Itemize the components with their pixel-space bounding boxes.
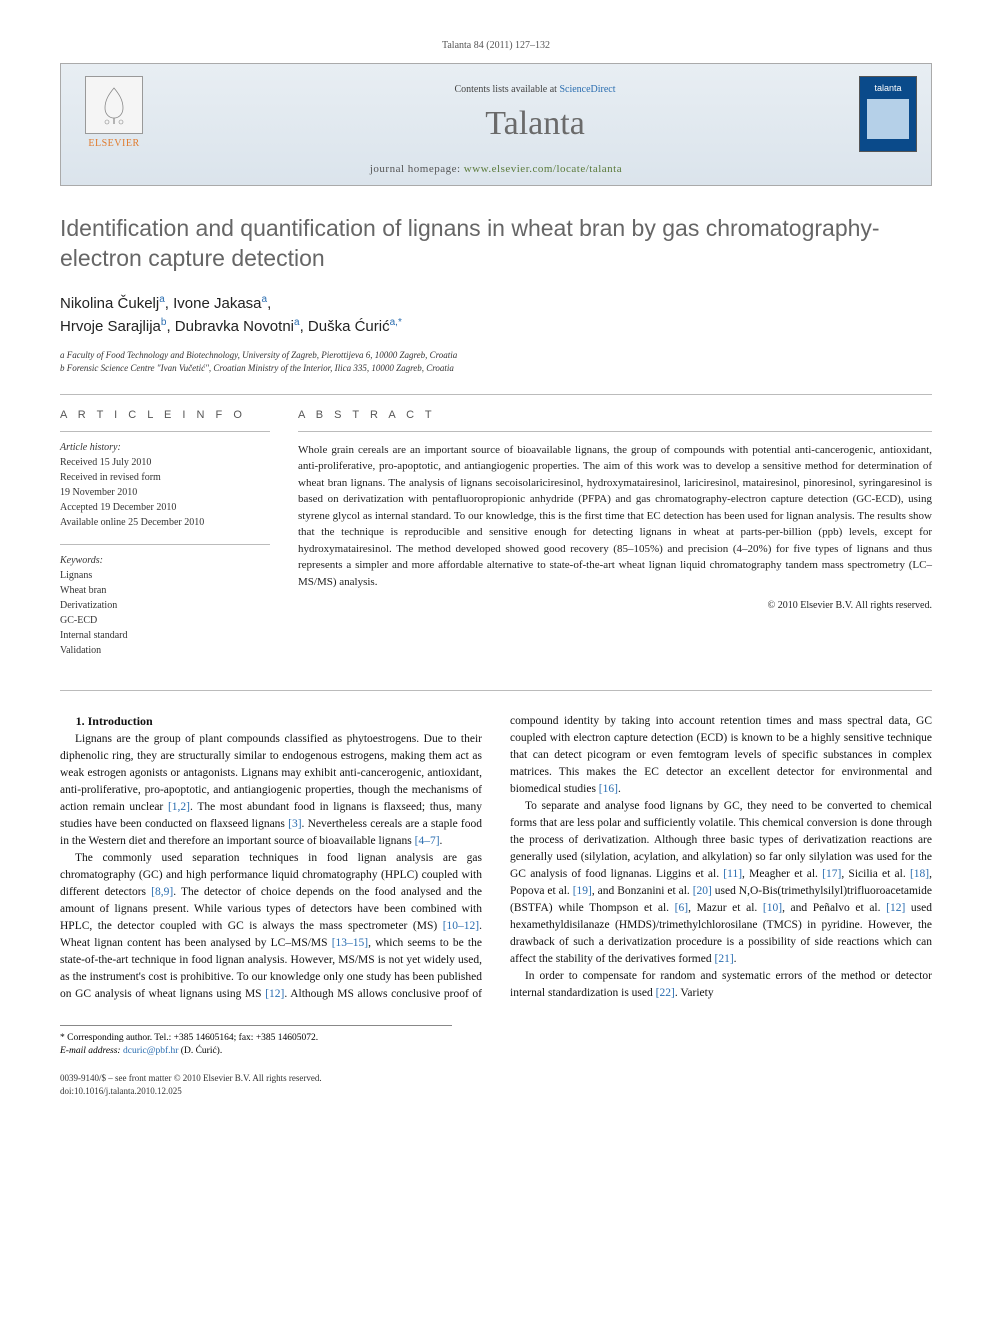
sep: , xyxy=(267,295,271,312)
affiliations: a Faculty of Food Technology and Biotech… xyxy=(60,349,932,376)
author-2: , Ivone Jakasa xyxy=(165,295,262,312)
citation-link[interactable]: [13–15] xyxy=(332,937,368,949)
keyword: Derivatization xyxy=(60,598,270,613)
citation-link[interactable]: [19] xyxy=(573,885,592,897)
citation-link[interactable]: [18] xyxy=(910,868,929,880)
journal-homepage-line: journal homepage: www.elsevier.com/locat… xyxy=(61,155,931,185)
citation-link[interactable]: [12] xyxy=(886,902,905,914)
keywords-block: Keywords: Lignans Wheat bran Derivatizat… xyxy=(60,544,270,658)
footer-copyright: 0039-9140/$ – see front matter © 2010 El… xyxy=(60,1072,932,1085)
journal-cover-thumbnail: talanta xyxy=(859,76,917,152)
article-info-heading: A R T I C L E I N F O xyxy=(60,409,270,421)
elsevier-tree-icon xyxy=(85,76,143,134)
keyword: Internal standard xyxy=(60,628,270,643)
corresponding-footnote: * Corresponding author. Tel.: +385 14605… xyxy=(60,1025,452,1059)
author-5: , Duška Ćurić xyxy=(300,318,390,335)
cover-image-placeholder xyxy=(867,99,909,139)
citation-link[interactable]: [11] xyxy=(723,868,742,880)
citation-link[interactable]: [17] xyxy=(822,868,841,880)
keyword: Validation xyxy=(60,643,270,658)
citation-link[interactable]: [3] xyxy=(288,818,301,830)
page-footer: 0039-9140/$ – see front matter © 2010 El… xyxy=(60,1072,932,1097)
publisher-label: ELSEVIER xyxy=(88,138,139,149)
history-revised-2: 19 November 2010 xyxy=(60,485,270,500)
section-heading-1: 1. Introduction xyxy=(60,713,482,731)
author-5-affil: a, xyxy=(390,317,398,328)
article-title: Identification and quantification of lig… xyxy=(60,214,932,274)
author-list: Nikolina Čukelja, Ivone Jakasaa, Hrvoje … xyxy=(60,292,932,339)
history-revised-1: Received in revised form xyxy=(60,470,270,485)
author-4: , Dubravka Novotni xyxy=(166,318,294,335)
citation-link[interactable]: [20] xyxy=(693,885,712,897)
contents-available-line: Contents lists available at ScienceDirec… xyxy=(153,84,917,95)
keyword: GC-ECD xyxy=(60,613,270,628)
citation-link[interactable]: [1,2] xyxy=(168,801,190,813)
divider xyxy=(60,690,932,691)
article-body: 1. Introduction Lignans are the group of… xyxy=(60,713,932,1003)
author-3: Hrvoje Sarajlija xyxy=(60,318,161,335)
abstract-text: Whole grain cereals are an important sou… xyxy=(298,431,932,591)
affiliation-a: a Faculty of Food Technology and Biotech… xyxy=(60,349,932,363)
abstract-column: A B S T R A C T Whole grain cereals are … xyxy=(298,409,932,672)
citation-link[interactable]: [22] xyxy=(656,987,675,999)
history-received: Received 15 July 2010 xyxy=(60,455,270,470)
journal-masthead: ELSEVIER Contents lists available at Sci… xyxy=(60,63,932,186)
homepage-prefix: journal homepage: xyxy=(370,163,464,175)
citation-link[interactable]: [6] xyxy=(675,902,688,914)
email-suffix: (D. Ćurić). xyxy=(178,1046,222,1056)
author-1: Nikolina Čukelj xyxy=(60,295,159,312)
footer-doi: doi:10.1016/j.talanta.2010.12.025 xyxy=(60,1085,932,1098)
citation-link[interactable]: [10–12] xyxy=(443,920,479,932)
citation-link[interactable]: [4–7] xyxy=(415,835,440,847)
citation-link[interactable]: [10] xyxy=(763,902,782,914)
abstract-copyright: © 2010 Elsevier B.V. All rights reserved… xyxy=(298,600,932,611)
abstract-heading: A B S T R A C T xyxy=(298,409,932,421)
history-accepted: Accepted 19 December 2010 xyxy=(60,500,270,515)
article-history-block: Article history: Received 15 July 2010 R… xyxy=(60,431,270,530)
publisher-logo-block: ELSEVIER xyxy=(75,76,153,149)
citation-link[interactable]: [12] xyxy=(265,988,284,1000)
body-paragraph: Lignans are the group of plant compounds… xyxy=(60,731,482,850)
keyword: Wheat bran xyxy=(60,583,270,598)
email-link[interactable]: dcuric@pbf.hr xyxy=(123,1046,178,1056)
citation-link[interactable]: [21] xyxy=(714,953,733,965)
citation-link[interactable]: [16] xyxy=(599,783,618,795)
journal-homepage-url[interactable]: www.elsevier.com/locate/talanta xyxy=(464,163,622,175)
corresponding-star: * xyxy=(398,317,402,328)
body-paragraph: To separate and analyse food lignans by … xyxy=(510,798,932,968)
email-label: E-mail address: xyxy=(60,1046,123,1056)
body-paragraph: In order to compensate for random and sy… xyxy=(510,968,932,1002)
header-citation: Talanta 84 (2011) 127–132 xyxy=(60,40,932,51)
affiliation-b: b Forensic Science Centre "Ivan Vučetić"… xyxy=(60,362,932,376)
keywords-label: Keywords: xyxy=(60,553,270,568)
history-online: Available online 25 December 2010 xyxy=(60,515,270,530)
journal-name: Talanta xyxy=(153,105,917,143)
history-label: Article history: xyxy=(60,440,270,455)
citation-link[interactable]: [8,9] xyxy=(151,886,173,898)
contents-prefix: Contents lists available at xyxy=(454,84,559,95)
keyword: Lignans xyxy=(60,568,270,583)
corresponding-author: * Corresponding author. Tel.: +385 14605… xyxy=(60,1032,452,1045)
article-info-column: A R T I C L E I N F O Article history: R… xyxy=(60,409,270,672)
cover-label: talanta xyxy=(874,83,901,93)
sciencedirect-link[interactable]: ScienceDirect xyxy=(559,84,615,95)
